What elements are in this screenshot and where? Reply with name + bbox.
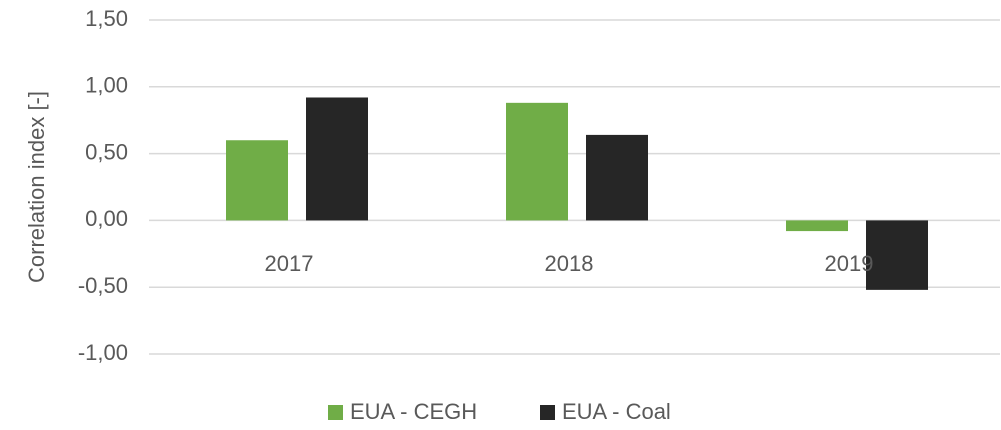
x-tick-label: 2018 bbox=[545, 251, 594, 276]
x-tick-label: 2019 bbox=[825, 251, 874, 276]
y-tick-label: -0,50 bbox=[78, 273, 128, 298]
bar bbox=[306, 97, 368, 221]
y-tick-label: 1,00 bbox=[85, 73, 128, 98]
bar bbox=[586, 134, 648, 221]
bar bbox=[866, 220, 928, 290]
x-tick-label: 2017 bbox=[265, 251, 314, 276]
legend-label: EUA - CEGH bbox=[350, 399, 477, 424]
bar bbox=[506, 102, 568, 221]
y-tick-label: 1,50 bbox=[85, 6, 128, 31]
legend-swatch bbox=[540, 405, 555, 420]
legend-swatch bbox=[328, 405, 343, 420]
bar bbox=[786, 220, 848, 232]
y-axis-title: Correlation index [-] bbox=[24, 91, 49, 283]
bar bbox=[226, 140, 288, 221]
y-tick-label: -1,00 bbox=[78, 340, 128, 365]
legend-label: EUA - Coal bbox=[562, 399, 671, 424]
y-tick-label: 0,50 bbox=[85, 139, 128, 164]
y-tick-label: 0,00 bbox=[85, 206, 128, 231]
